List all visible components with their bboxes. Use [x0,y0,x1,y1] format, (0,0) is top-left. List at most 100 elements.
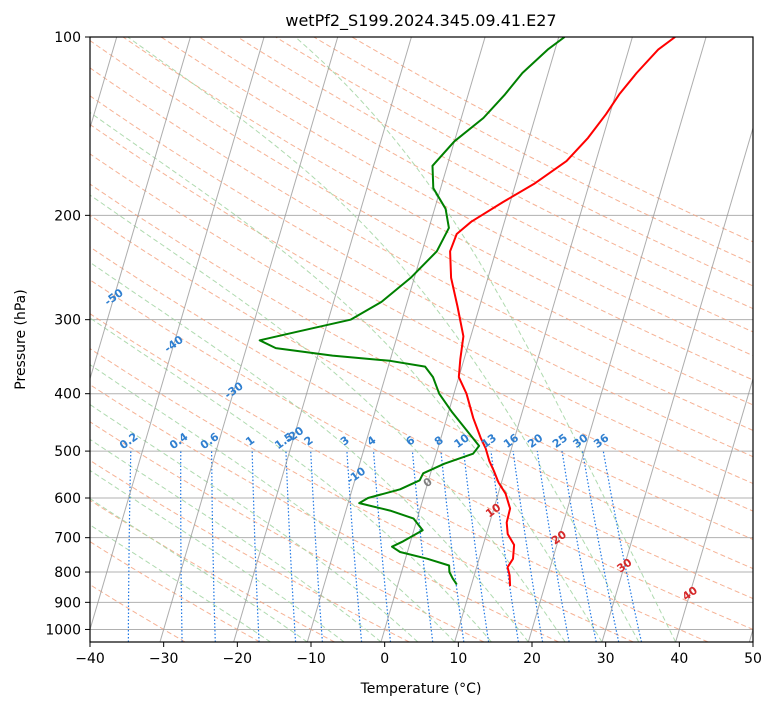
moist-adiabat [90,404,419,642]
y-tick-label: 300 [54,313,81,329]
mixing-ratio-label: 30 [570,431,590,451]
y-tick-label: 200 [54,208,81,224]
mixing-ratio-line [440,451,465,642]
mixing-ratio-line [411,451,434,642]
mixing-ratio-label: 36 [591,431,611,451]
dry-adiabat [90,313,709,642]
y-axis: 1000 900 800 700 600 500 400 300 200 100 [45,30,90,638]
dry-adiabat [237,37,753,310]
x-tick-label: 50 [744,651,762,667]
dry-adiabat [122,37,753,381]
moist-adiabat [127,37,640,642]
mixing-ratio-line [581,451,620,642]
mixing-ratio-line [127,451,132,642]
x-tick-label: 30 [597,651,615,667]
y-tick-label: 600 [54,491,81,507]
x-tick-label: 40 [670,651,688,667]
dry-adiabat [90,459,410,642]
isotherm-line [527,37,707,642]
moist-adiabat [90,469,345,642]
isotherm-line [454,37,633,642]
mixing-ratio-line [346,451,363,642]
x-tick-label: −40 [75,651,105,667]
mixing-ratio-label: 4 [365,433,379,448]
dry-adiabat [90,279,753,630]
mixing-ratio-line [490,451,519,642]
chart-title: wetPf2_S199.2024.345.09.41.E27 [285,11,556,31]
annotation-labels: 0.2 0.4 0.6 1 1.5 2 3 4 6 8 10 13 16 20 25 30 36-50-40-3… [102,286,700,603]
isotherm-line [90,37,191,381]
x-tick-label: −10 [296,651,326,667]
mixing-ratio-label: 25 [550,431,570,451]
mixing-ratio-label: 20 [525,431,545,451]
dry-adiabat [313,37,753,265]
y-tick-label: 800 [54,565,81,581]
mixing-ratio-label: 0.6 [198,430,222,452]
dry-adiabat [160,37,753,357]
profiles [258,37,676,587]
x-axis: −40 −30 −20 −10 0 10 20 30 40 50 [75,642,762,667]
isotherms [90,37,753,642]
dry-adiabat [90,183,753,540]
plot-area [90,37,753,642]
moist-adiabat [90,524,271,642]
x-tick-label: 10 [449,651,467,667]
dry-adiabat [90,499,335,642]
dry-adiabat [90,95,753,458]
moist-adiabat [295,37,677,642]
x-tick-label: −30 [149,651,179,667]
x-tick-label: 20 [523,651,541,667]
y-tick-label: 700 [54,531,81,547]
mixing-ratio-label: 6 [403,433,417,448]
dry-adiabat [90,348,634,642]
dry-adiabat [351,37,753,243]
mixing-ratio-label: 8 [432,434,446,449]
dry-adiabat [90,214,753,570]
mixing-ratio-line [602,450,643,642]
mixing-ratio-line [463,451,490,642]
isotherm-label: 0 [421,475,435,490]
mixing-ratio-line [536,451,570,642]
mixing-ratio-line [561,451,597,642]
dry-adiabat [90,384,559,642]
dry-adiabat [275,37,753,287]
plot-frame [89,36,754,643]
isotherm-label: -40 [162,333,186,355]
mixing-ratio-line [211,451,216,642]
dry-adiabat [90,246,753,600]
x-tick-label: 0 [380,651,389,667]
mixing-ratio-line [310,451,323,642]
temperature-profile [449,37,676,587]
mixing-ratio-label: 0.2 [117,430,140,452]
isotherm-line [306,37,486,642]
mixing-ratio-line [512,451,544,642]
mixing-ratio-label: 16 [501,431,521,451]
dewpoint-profile [258,37,566,586]
moist-adiabat [90,194,566,642]
mixing-ratio-label: 13 [479,431,499,451]
mixing-ratio-label: 1 [243,434,257,449]
pressure-gridlines [90,37,753,630]
y-tick-label: 900 [54,595,81,611]
isotherm-label: -50 [102,286,126,308]
isotherm-line [90,37,265,632]
moist-adiabat [90,364,455,642]
dry-adiabat [90,541,261,642]
dry-adiabat [90,421,485,642]
isotherm-line [233,37,412,642]
mixing-ratio-line [285,451,297,642]
mixing-ratio-label: 3 [338,434,352,449]
y-tick-label: 1000 [45,622,81,638]
y-tick-label: 400 [54,387,81,403]
mixing-ratio-line [251,451,260,642]
y-axis-label: Pressure (hPa) [13,289,29,389]
isotherm-line [675,376,753,642]
isotherm-line [159,37,339,642]
dry-adiabat [90,123,753,485]
dry-adiabat [90,153,753,512]
mixing-ratio-line [180,451,183,642]
dry-adiabat [90,40,753,406]
moist-adiabat [90,317,492,642]
mixing-ratio-label: 0.4 [167,430,191,452]
